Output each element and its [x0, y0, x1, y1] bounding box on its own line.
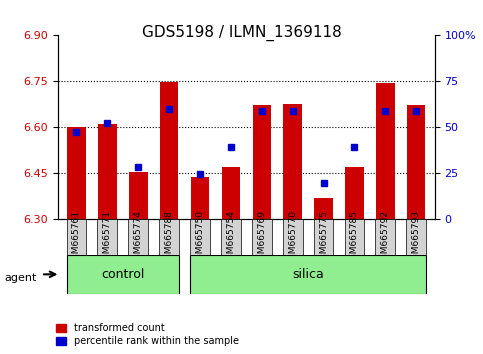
- FancyBboxPatch shape: [406, 219, 426, 255]
- FancyBboxPatch shape: [67, 255, 179, 294]
- Text: control: control: [101, 268, 144, 281]
- Text: GSM665754: GSM665754: [227, 210, 235, 265]
- Bar: [160, 82, 178, 219]
- Bar: [253, 105, 271, 219]
- FancyBboxPatch shape: [128, 219, 148, 255]
- FancyBboxPatch shape: [283, 219, 302, 255]
- Text: GSM665769: GSM665769: [257, 210, 266, 265]
- Text: GSM665774: GSM665774: [134, 210, 143, 265]
- Text: GSM665761: GSM665761: [72, 210, 81, 265]
- FancyBboxPatch shape: [313, 219, 333, 255]
- Text: GSM665793: GSM665793: [412, 210, 421, 265]
- Bar: [222, 167, 240, 219]
- FancyBboxPatch shape: [344, 219, 364, 255]
- FancyBboxPatch shape: [221, 219, 241, 255]
- Bar: [345, 167, 364, 219]
- Bar: [129, 172, 147, 219]
- Text: silica: silica: [292, 268, 324, 281]
- FancyBboxPatch shape: [252, 219, 271, 255]
- Bar: [407, 105, 426, 219]
- Text: GSM665785: GSM665785: [350, 210, 359, 265]
- FancyBboxPatch shape: [98, 219, 117, 255]
- FancyBboxPatch shape: [190, 219, 210, 255]
- FancyBboxPatch shape: [67, 219, 86, 255]
- Text: GSM665771: GSM665771: [103, 210, 112, 265]
- Bar: [191, 177, 209, 219]
- Text: GSM665792: GSM665792: [381, 210, 390, 265]
- Text: GSM665788: GSM665788: [165, 210, 173, 265]
- Text: GSM665770: GSM665770: [288, 210, 297, 265]
- Text: agent: agent: [5, 273, 37, 283]
- Legend: transformed count, percentile rank within the sample: transformed count, percentile rank withi…: [53, 320, 242, 349]
- FancyBboxPatch shape: [190, 255, 426, 294]
- Text: GSM665750: GSM665750: [196, 210, 204, 265]
- Bar: [98, 124, 116, 219]
- Text: GSM665775: GSM665775: [319, 210, 328, 265]
- Bar: [314, 198, 333, 219]
- FancyBboxPatch shape: [159, 219, 179, 255]
- Bar: [284, 104, 302, 219]
- Text: GDS5198 / ILMN_1369118: GDS5198 / ILMN_1369118: [142, 25, 341, 41]
- Bar: [67, 127, 86, 219]
- Bar: [376, 83, 395, 219]
- FancyBboxPatch shape: [375, 219, 395, 255]
